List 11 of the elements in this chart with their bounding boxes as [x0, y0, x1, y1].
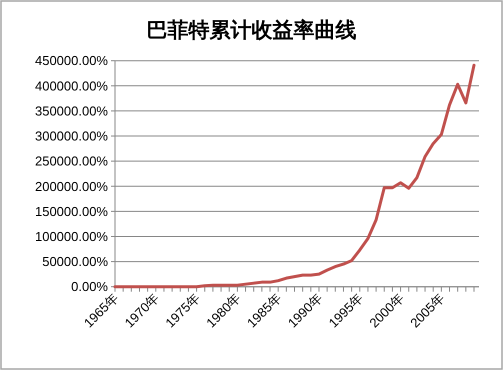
y-tick-label: 0.00% — [71, 279, 108, 294]
y-tick-label: 200000.00% — [34, 178, 108, 194]
title: 巴菲特累计收益率曲线 — [146, 19, 356, 42]
y-tick-label: 450000.00% — [34, 53, 108, 68]
y-tick-label: 300000.00% — [34, 128, 108, 144]
y-tick-label: 250000.00% — [34, 154, 108, 169]
y-tick-label: 150000.00% — [34, 204, 108, 219]
y-tick-label: 400000.00% — [34, 78, 108, 94]
y-tick-label: 100000.00% — [34, 228, 108, 244]
y-tick-label: 50000.00% — [42, 254, 108, 270]
y-tick-label: 350000.00% — [34, 103, 108, 118]
